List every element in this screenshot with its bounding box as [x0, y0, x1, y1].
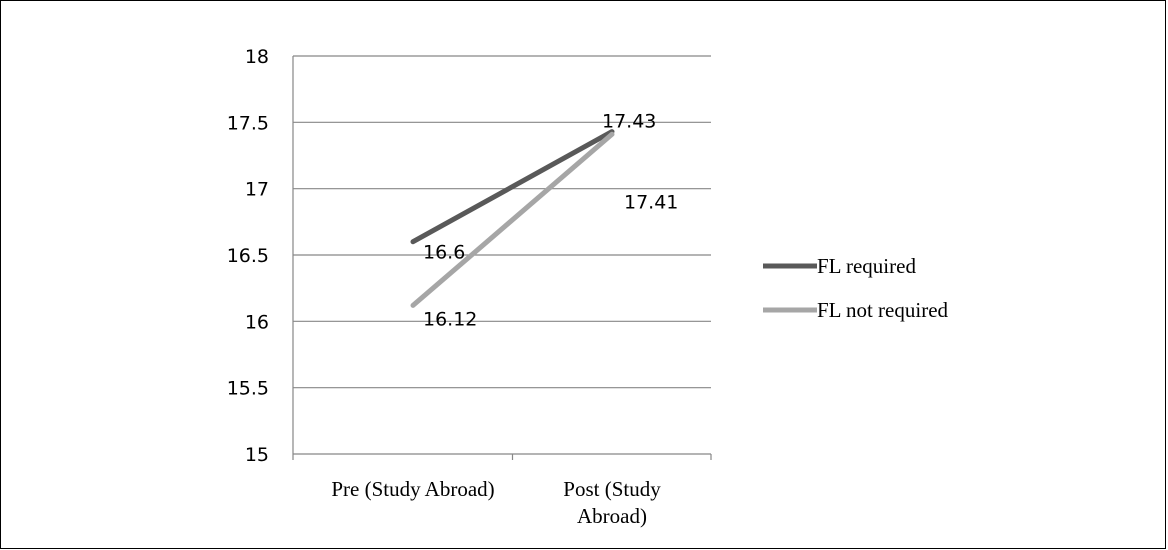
y-tick-label: 16.5	[227, 245, 269, 267]
y-tick-label: 15	[245, 444, 269, 466]
y-tick-label: 18	[245, 46, 269, 68]
data-label: 17.41	[624, 191, 678, 213]
legend-label: FL not required	[817, 298, 949, 322]
legend-label: FL required	[817, 254, 916, 278]
y-axis-tick-labels: 15 15.5 16 16.5 17 17.5 18	[227, 46, 269, 466]
series-lines	[410, 129, 615, 308]
y-tick-label: 16	[245, 311, 269, 333]
data-label: 17.43	[602, 111, 656, 133]
gridlines	[293, 55, 711, 455]
y-tick-label: 17	[245, 179, 269, 201]
series-line-fl-not-required	[410, 131, 615, 308]
legend: FL required FL not required	[763, 254, 949, 322]
data-labels: 16.6 17.43 16.12 17.41	[423, 111, 678, 331]
series-line-fl-required	[410, 129, 615, 245]
x-tick-label: Abroad)	[577, 504, 647, 528]
axes	[292, 56, 712, 460]
x-tick-label: Post (Study	[563, 477, 661, 501]
y-tick-label: 15.5	[227, 378, 269, 400]
data-label: 16.12	[423, 308, 477, 330]
x-tick-label: Pre (Study Abroad)	[331, 477, 494, 501]
y-tick-label: 17.5	[227, 112, 269, 134]
x-axis-tick-labels: Pre (Study Abroad) Post (Study Abroad)	[331, 477, 661, 528]
data-label: 16.6	[423, 242, 465, 264]
